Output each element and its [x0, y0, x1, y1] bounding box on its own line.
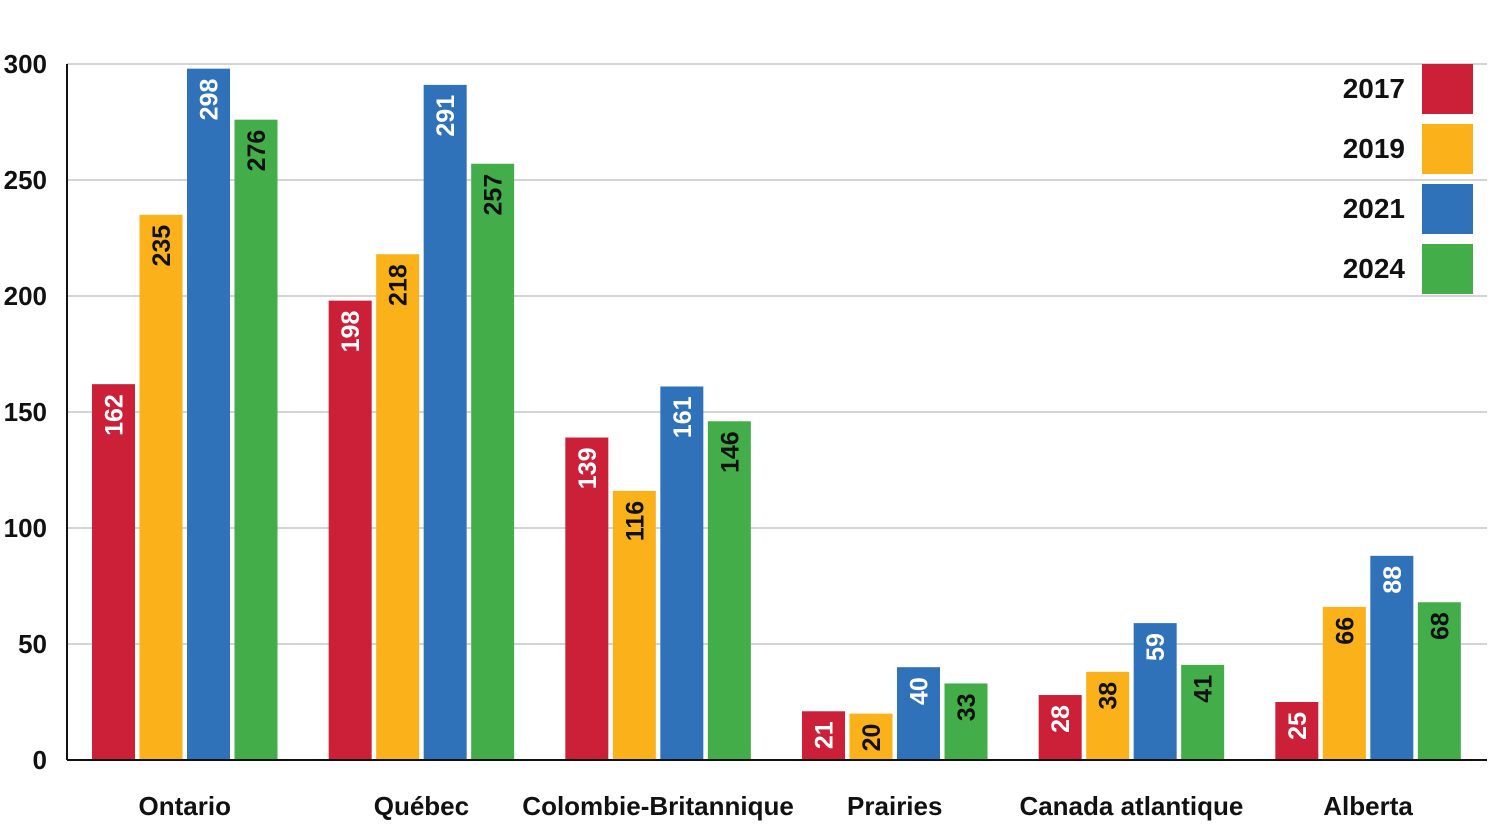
legend-swatch-2024	[1422, 244, 1473, 294]
data-label: 20	[858, 724, 886, 752]
bar-quebec-2019	[376, 254, 420, 761]
data-label: 298	[196, 79, 224, 121]
bar-canada-atlantique-2024	[1181, 664, 1225, 760]
bar-ontario-2017	[92, 384, 135, 760]
bar-alberta-2017	[1275, 702, 1319, 760]
y-tick-label: 100	[4, 513, 47, 543]
legend-swatch-2017	[1422, 64, 1473, 114]
y-axis: 0 50 100 150 200 250 300	[4, 49, 68, 775]
bar-quebec-2017	[328, 300, 372, 760]
legend-swatch-2019	[1422, 124, 1473, 174]
data-label: 38	[1095, 682, 1123, 710]
legend-label: 2019	[1343, 133, 1405, 164]
bar-prairies-2021	[897, 667, 940, 760]
bar-canada-atlantique-2019	[1086, 671, 1130, 760]
bars: 162 235 298 276 198 218 291 257 139 116 161 146 21 20…	[92, 68, 1461, 761]
data-label: 235	[148, 225, 176, 267]
data-label: 28	[1047, 705, 1075, 733]
data-label: 146	[716, 431, 744, 473]
x-tick-label: Canada atlantique	[1019, 791, 1243, 821]
bar-ontario-2021	[187, 68, 230, 760]
bar-ontario-2024	[234, 119, 278, 761]
y-tick-label: 200	[4, 281, 47, 311]
data-label: 139	[574, 448, 602, 490]
x-tick-label: Québec	[374, 791, 469, 821]
data-label: 33	[953, 693, 981, 721]
y-tick-label: 0	[33, 745, 47, 775]
data-label: 25	[1284, 712, 1312, 740]
y-tick-label: 50	[18, 629, 47, 659]
legend-label: 2017	[1343, 73, 1405, 104]
bar-canada-atlantique-2017	[1038, 695, 1082, 760]
bar-alberta-2021	[1370, 555, 1414, 760]
data-label: 162	[101, 394, 129, 436]
legend: 2017 2019 2021 2024	[1343, 64, 1473, 294]
legend-label: 2024	[1343, 253, 1406, 284]
data-label: 198	[337, 311, 365, 353]
data-label: 88	[1379, 566, 1407, 594]
bar-alberta-2024	[1417, 602, 1461, 760]
bar-colombie-britannique-2024	[707, 421, 751, 760]
x-axis: Ontario Québec Colombie-Britannique Prairie…	[67, 759, 1487, 821]
bar-colombie-britannique-2019	[612, 490, 656, 760]
bar-ontario-2019	[139, 214, 183, 761]
legend-label: 2021	[1343, 193, 1405, 224]
bar-colombie-britannique-2017	[565, 437, 609, 760]
bar-prairies-2017	[802, 711, 845, 760]
bar-prairies-2019	[849, 713, 893, 760]
x-tick-label: Ontario	[139, 791, 231, 821]
data-label: 291	[432, 95, 460, 137]
y-tick-label: 150	[4, 397, 47, 427]
data-label: 40	[906, 677, 934, 705]
bar-prairies-2024	[944, 683, 988, 760]
data-label: 116	[621, 501, 649, 541]
x-tick-label: Colombie-Britannique	[522, 791, 794, 821]
data-label: 41	[1190, 675, 1218, 703]
y-tick-label: 300	[4, 49, 47, 79]
data-label: 68	[1426, 612, 1454, 640]
bar-quebec-2024	[471, 163, 515, 760]
data-label: 161	[669, 396, 697, 438]
legend-swatch-2021	[1422, 184, 1473, 234]
data-label: 21	[811, 721, 839, 749]
x-tick-label: Alberta	[1323, 791, 1413, 821]
x-tick-label: Prairies	[847, 791, 942, 821]
data-label: 276	[243, 130, 271, 172]
gridlines	[67, 63, 1487, 645]
y-tick-label: 250	[4, 165, 47, 195]
bar-quebec-2021	[423, 84, 467, 760]
bar-canada-atlantique-2021	[1133, 623, 1177, 760]
data-label: 59	[1142, 633, 1170, 661]
bar-alberta-2019	[1322, 606, 1366, 760]
data-label: 66	[1331, 617, 1359, 645]
bar-colombie-britannique-2021	[660, 386, 704, 760]
data-label: 257	[480, 174, 508, 216]
data-label: 218	[385, 264, 413, 306]
